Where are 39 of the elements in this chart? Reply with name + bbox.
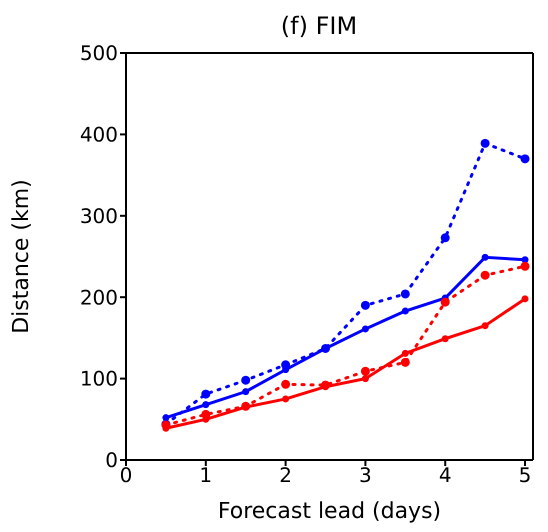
point: [522, 295, 529, 302]
point: [241, 376, 250, 385]
point: [402, 350, 409, 357]
y-tick-label: 200: [80, 285, 118, 310]
x-tick-label: 4: [438, 463, 452, 488]
point: [362, 325, 369, 332]
chart-title: (f) FIM: [280, 12, 358, 40]
point: [402, 308, 409, 315]
point: [400, 289, 410, 298]
x-tick-label: 2: [279, 463, 292, 488]
x-tick-label: 5: [518, 463, 532, 488]
y-tick-label: 400: [80, 122, 118, 146]
point: [440, 233, 450, 242]
y-tick-label: 100: [80, 366, 118, 391]
point: [162, 414, 170, 422]
point: [362, 375, 369, 382]
y-axis-title: Distance (km): [8, 179, 34, 334]
point: [480, 138, 490, 148]
point: [202, 401, 210, 408]
point: [480, 270, 490, 280]
point: [360, 300, 370, 310]
y-tick-label: 300: [80, 204, 118, 228]
y-tick-label: 0: [105, 448, 118, 472]
point: [400, 358, 410, 367]
x-axis-title: Forecast lead (days): [218, 499, 442, 524]
point: [440, 298, 450, 307]
x-tick-label: 3: [359, 463, 372, 488]
y-tick-label: 500: [80, 41, 118, 66]
point: [482, 322, 489, 330]
point: [482, 254, 489, 261]
point: [520, 154, 530, 164]
point: [201, 390, 210, 399]
point: [442, 335, 449, 342]
point: [242, 388, 250, 396]
x-tick-label: 1: [199, 463, 212, 488]
point: [360, 366, 370, 376]
point: [282, 395, 290, 402]
point: [281, 380, 290, 389]
point: [520, 262, 530, 271]
